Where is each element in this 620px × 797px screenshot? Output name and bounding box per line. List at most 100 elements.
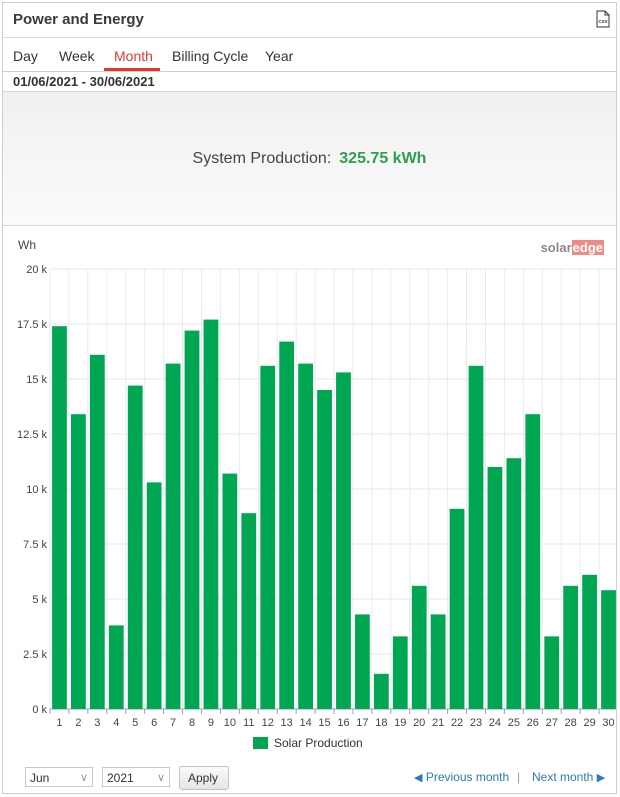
x-tick-label: 11 [243, 717, 254, 729]
chevron-down-icon: ∨ [156, 772, 165, 784]
x-tick-label: 28 [565, 717, 577, 729]
y-tick-label: 20 k [26, 264, 47, 276]
nav-separator: | [517, 770, 521, 784]
x-tick-label: 7 [170, 717, 176, 729]
month-select[interactable]: Jun ∨ [25, 767, 93, 787]
x-tick-label: 5 [132, 717, 138, 729]
bar [487, 467, 503, 709]
bar [146, 482, 162, 709]
x-tick-label: 29 [583, 717, 595, 729]
bar [525, 414, 541, 709]
x-tick-label: 26 [527, 717, 539, 729]
bar [430, 614, 446, 709]
bar [71, 414, 86, 709]
x-tick-label: 8 [189, 717, 195, 729]
bar [89, 354, 105, 709]
production-bar-chart: Wh 0 k 2.5 k 5 k 7.5 k 10 k 12.5 k 15 k 17.5 k 20… [17, 238, 616, 750]
year-select[interactable]: 2021 ∨ [102, 767, 170, 787]
y-tick-label: 15 k [26, 374, 47, 386]
tab-week[interactable]: Week [59, 48, 95, 64]
x-tick-label: 14 [299, 717, 311, 729]
bar [127, 385, 143, 709]
x-tick-label: 9 [208, 717, 214, 729]
year-select-value: 2021 [107, 771, 134, 785]
x-tick-label: 16 [337, 717, 349, 729]
bar [582, 574, 597, 709]
summary-box: System Production: 325.75 kWh [3, 91, 616, 226]
bar [279, 341, 295, 709]
x-tick-label: 25 [508, 717, 520, 729]
bar [336, 372, 351, 709]
bar [108, 625, 124, 709]
month-select-value: Jun [30, 771, 50, 785]
svg-text:CSV: CSV [598, 19, 607, 24]
bar [601, 590, 616, 709]
bar [373, 673, 389, 709]
bar [544, 636, 560, 709]
date-range: 01/06/2021 - 30/06/2021 [13, 74, 155, 89]
x-tick-label: 1 [56, 717, 62, 729]
y-tick-label: 12.5 k [17, 429, 47, 441]
system-production-label: System Production: [192, 150, 332, 167]
bar [203, 319, 219, 709]
x-tick-label: 2 [75, 717, 81, 729]
bar [355, 614, 370, 709]
x-tick-label: 13 [281, 717, 293, 729]
bar [449, 508, 465, 709]
x-tick-label: 19 [394, 717, 406, 729]
x-tick-label: 30 [602, 717, 614, 729]
next-month-link[interactable]: Next month ▶ [532, 770, 606, 784]
x-tick-label: 17 [356, 717, 368, 729]
y-tick-label: 7.5 k [23, 539, 47, 551]
chevron-down-icon: ∨ [79, 772, 88, 784]
x-tick-label: 4 [113, 717, 119, 729]
x-tick-label: 15 [318, 717, 330, 729]
csv-file-icon[interactable]: CSV [596, 10, 610, 28]
panel-header: Power and Energy CSV [3, 3, 616, 38]
x-tick-label: 6 [151, 717, 157, 729]
chevron-left-icon: ◀ [414, 772, 423, 784]
x-tick-label: 10 [224, 717, 236, 729]
legend-swatch [253, 737, 268, 749]
bar [184, 330, 200, 709]
tab-day[interactable]: Day [13, 48, 38, 64]
solaredge-logo: solaredge [540, 240, 604, 255]
chevron-right-icon: ▶ [596, 772, 606, 784]
tab-month[interactable]: Month [114, 48, 153, 64]
bar [298, 363, 313, 709]
x-tick-label: 18 [375, 717, 387, 729]
bar [468, 365, 484, 709]
apply-button[interactable]: Apply [179, 766, 229, 790]
y-tick-label: 5 k [32, 594, 47, 606]
y-axis-title: Wh [18, 238, 36, 252]
system-production-value: 325.75 kWh [339, 150, 427, 167]
bar [260, 365, 276, 709]
bar [241, 513, 257, 709]
bar [506, 458, 522, 709]
period-tabs: Day Week Month Billing Cycle Year [3, 38, 616, 72]
y-tick-label: 0 k [32, 704, 47, 716]
navigation-controls: Jun ∨ 2021 ∨ Apply ◀ Previous month | Ne… [3, 763, 616, 793]
x-tick-label: 3 [94, 717, 100, 729]
bar [317, 390, 332, 709]
legend-label: Solar Production [274, 736, 363, 750]
x-tick-label: 12 [262, 717, 274, 729]
x-tick-label: 27 [546, 717, 558, 729]
y-tick-label: 10 k [26, 484, 47, 496]
y-tick-label: 2.5 k [23, 649, 47, 661]
bar [563, 585, 579, 709]
bar [222, 473, 238, 709]
bar [392, 636, 408, 709]
bar [165, 363, 181, 709]
previous-month-link[interactable]: ◀ Previous month [414, 770, 510, 784]
panel-title: Power and Energy [13, 11, 144, 28]
bar [411, 585, 427, 709]
tab-year[interactable]: Year [265, 48, 294, 64]
x-tick-label: 21 [432, 717, 444, 729]
x-tick-label: 20 [413, 717, 425, 729]
y-tick-label: 17.5 k [17, 319, 47, 331]
tab-billing-cycle[interactable]: Billing Cycle [172, 48, 249, 64]
x-tick-label: 23 [470, 717, 482, 729]
bar [52, 326, 67, 709]
